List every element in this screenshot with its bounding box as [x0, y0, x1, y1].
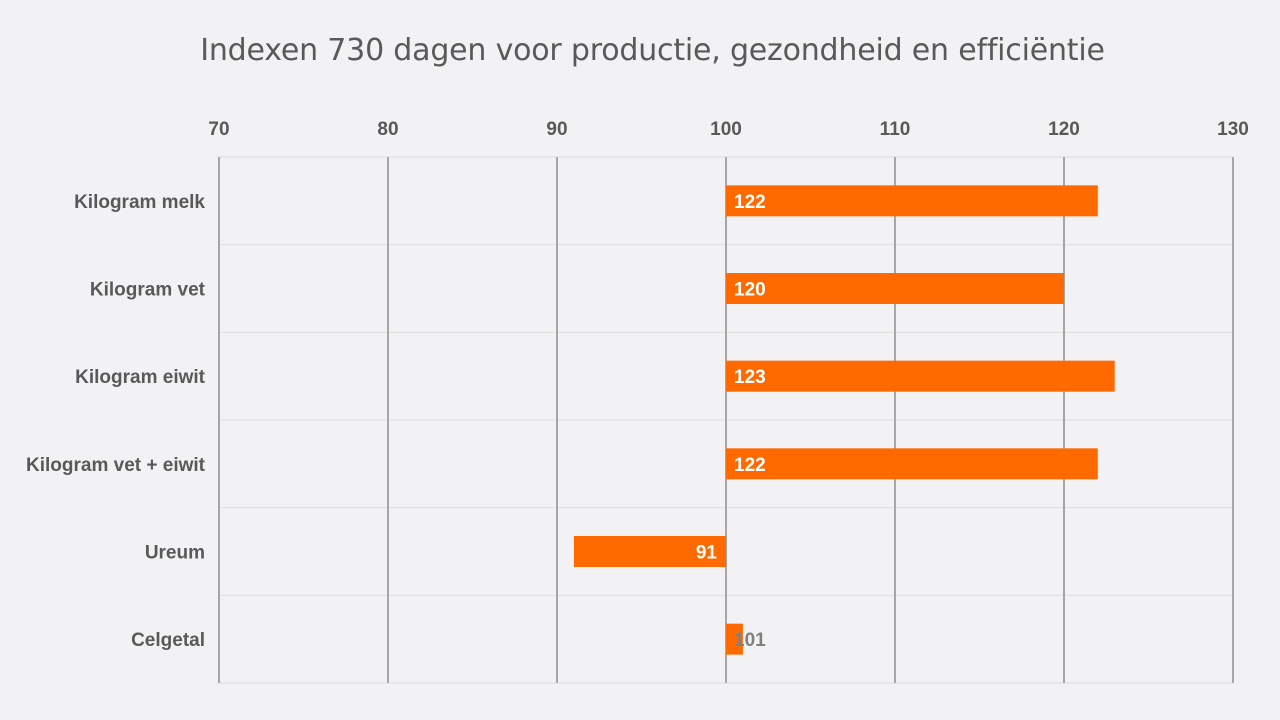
category-label: Kilogram eiwit	[75, 367, 206, 388]
data-label: 122	[734, 455, 766, 476]
data-label: 101	[734, 630, 766, 651]
x-tick-label: 120	[1048, 119, 1080, 140]
x-tick-label: 80	[377, 119, 398, 140]
bar	[726, 273, 1064, 304]
category-label: Kilogram vet	[90, 280, 206, 301]
bar	[726, 360, 1115, 392]
x-tick-label: 110	[880, 119, 911, 140]
x-tick-label: 90	[546, 119, 567, 140]
bar	[726, 185, 1098, 217]
category-label: Ureum	[145, 543, 205, 564]
x-tick-label: 70	[208, 119, 229, 140]
bar	[726, 623, 743, 655]
x-tick-label: 100	[710, 119, 742, 140]
category-label: Celgetal	[131, 630, 205, 651]
bar	[726, 448, 1098, 480]
data-label: 91	[696, 543, 718, 564]
x-tick-label: 130	[1217, 119, 1249, 140]
bar	[573, 536, 726, 567]
category-label: Kilogram melk	[74, 192, 205, 213]
data-label: 123	[734, 367, 766, 388]
data-label: 122	[734, 192, 766, 213]
category-label: Kilogram vet + eiwit	[26, 455, 206, 476]
chart-title: Indexen 730 dagen voor productie, gezond…	[200, 33, 1105, 68]
data-label: 120	[734, 280, 766, 301]
